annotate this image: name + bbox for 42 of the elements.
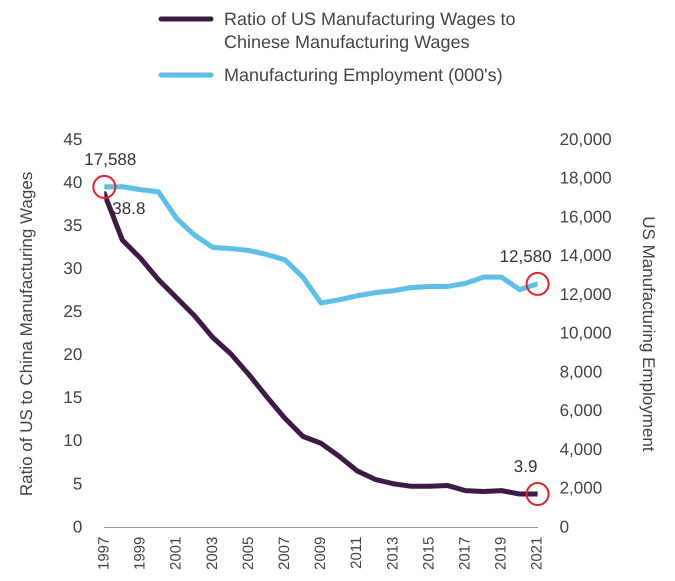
x-tick-label: 2013 — [384, 536, 402, 570]
x-tick-label: 2001 — [168, 536, 185, 570]
y2-tick-label: 6,000 — [560, 401, 602, 420]
y-tick-label: 15 — [63, 388, 82, 408]
x-tick-label: 2015 — [420, 536, 438, 570]
y-tick-label: 25 — [63, 302, 82, 322]
y2-tick-label: 20,000 — [560, 130, 612, 149]
x-tick-label: 2021 — [528, 536, 546, 570]
y2-tick-label: 16,000 — [560, 207, 612, 226]
x-tick-label: 2005 — [240, 536, 257, 570]
y2-tick-label: 0 — [560, 517, 570, 536]
y2-tick-label: 10,000 — [560, 324, 612, 343]
y2-tick-label: 18,000 — [560, 168, 612, 188]
y2-tick-label: 12,000 — [560, 284, 612, 304]
y2-tick-label: 8,000 — [560, 362, 602, 382]
x-tick-label: 1997 — [95, 536, 112, 570]
data-label: 3.9 — [514, 457, 538, 476]
y-tick-label: 45 — [63, 130, 82, 149]
data-label: 12,580 — [500, 247, 552, 266]
x-tick-label: 1999 — [132, 536, 149, 570]
y-tick-label: 40 — [63, 172, 82, 192]
y-tick-label: 30 — [63, 259, 82, 278]
x-tick-label: 2003 — [204, 536, 221, 570]
x-tick-label: 2009 — [312, 536, 330, 570]
y-tick-label: 0 — [72, 517, 82, 536]
y-tick-label: 5 — [72, 474, 82, 494]
data-label: 38.8 — [112, 198, 146, 218]
legend-label: Ratio of US Manufacturing Wages to Chinese Manufacturing Wages — [224, 8, 516, 54]
y2-axis-title: US Manufacturing Employment — [639, 216, 658, 452]
y-axis-title: Ratio of US to China Manufacturing Wages — [16, 172, 36, 496]
y2-tick-label: 4,000 — [560, 440, 602, 459]
data-label: 17,588 — [84, 150, 136, 170]
y-tick-label: 35 — [63, 216, 82, 235]
y-tick-label: 10 — [63, 431, 82, 450]
y2-tick-label: 2,000 — [560, 478, 602, 498]
x-tick-label: 2007 — [276, 536, 293, 570]
x-tick-label: 2017 — [456, 536, 474, 570]
y-tick-label: 20 — [63, 345, 82, 364]
legend-label: Manufacturing Employment (000's) — [224, 64, 504, 87]
x-tick-label: 2011 — [348, 536, 366, 569]
x-tick-label: 2019 — [492, 536, 510, 570]
y2-tick-label: 14,000 — [560, 246, 612, 266]
